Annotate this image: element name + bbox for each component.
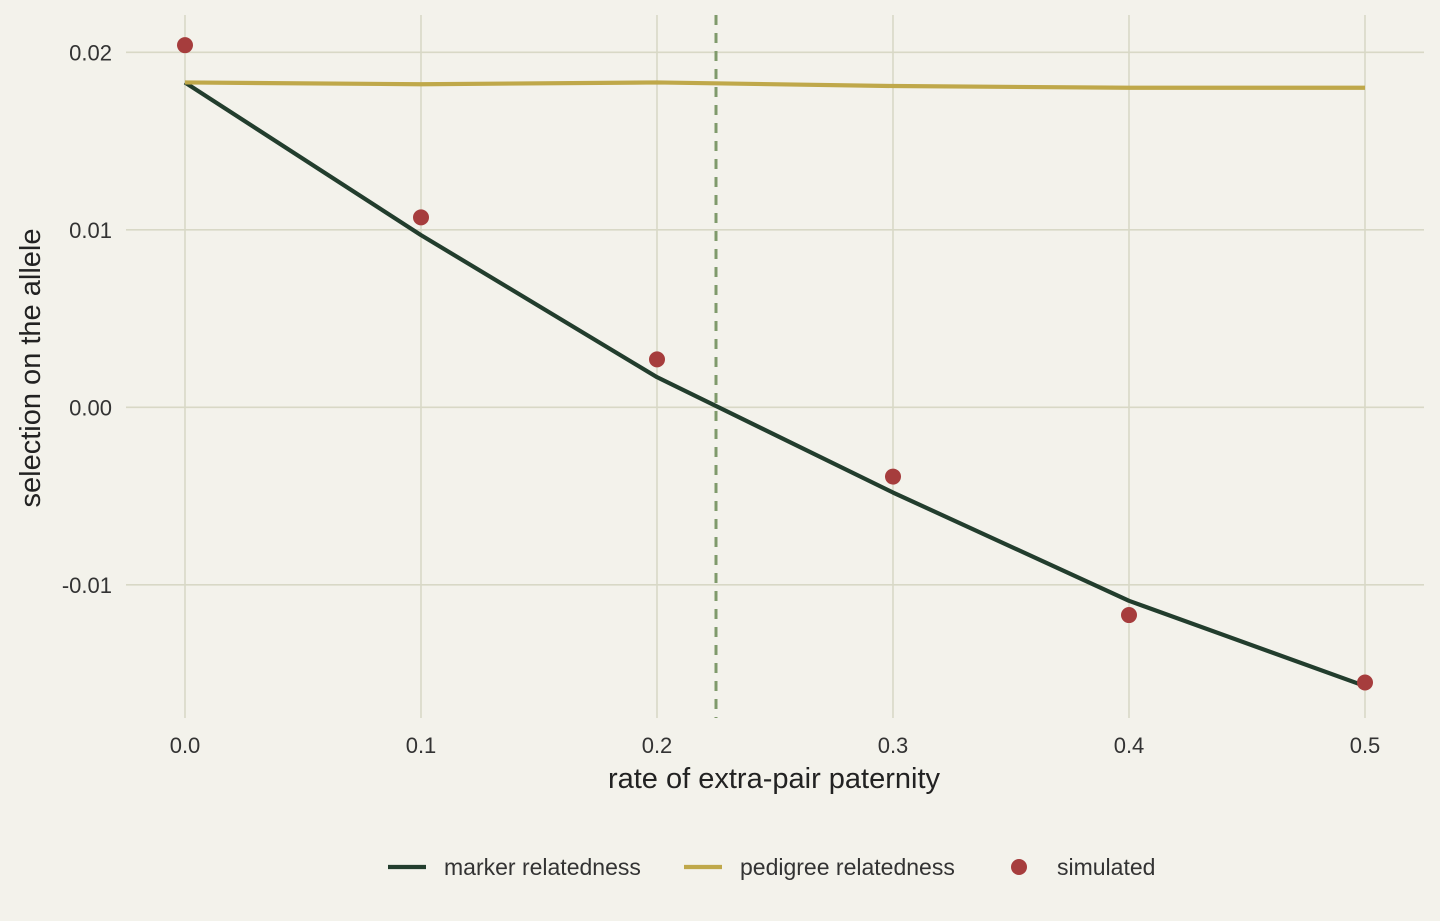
y-tick-label: 0.01: [69, 218, 112, 243]
x-tick-label: 0.4: [1114, 733, 1145, 758]
legend-label-simulated: simulated: [1057, 854, 1155, 880]
x-tick-label: 0.5: [1350, 733, 1381, 758]
data-point-simulated: [413, 209, 429, 226]
y-axis-title: selection on the allele: [15, 229, 47, 508]
data-point-simulated: [177, 37, 193, 54]
x-tick-label: 0.2: [642, 733, 673, 758]
y-tick-label: -0.01: [62, 573, 112, 598]
legend-label-pedigree-relatedness: pedigree relatedness: [740, 854, 955, 880]
x-axis-title: rate of extra-pair paternity: [608, 763, 941, 795]
legend-label-marker-relatedness: marker relatedness: [444, 854, 641, 880]
legend-key-simulated: [1011, 859, 1027, 875]
series-line-pedigree-relatedness: [184, 80, 1365, 90]
series-line-marker-relatedness: [183, 80, 1366, 689]
x-tick-label: 0.3: [878, 733, 909, 758]
series-layer: [183, 80, 1366, 689]
data-point-simulated: [649, 351, 665, 368]
y-tick-label: 0.02: [69, 40, 112, 65]
data-point-simulated: [1121, 607, 1137, 624]
grid: [126, 15, 1424, 718]
x-tick-label: 0.1: [406, 733, 437, 758]
y-tick-label: 0.00: [69, 395, 112, 420]
points-layer: [177, 37, 1373, 691]
x-tick-label: 0.0: [170, 733, 201, 758]
data-point-simulated: [1357, 674, 1373, 691]
legend: marker relatedness pedigree relatedness si…: [388, 854, 1155, 880]
data-point-simulated: [885, 468, 901, 485]
tick-labels: 0.0 0.1 0.2 0.3 0.4 0.5 0.02 0.01 0.00 -0.01: [62, 40, 1380, 758]
